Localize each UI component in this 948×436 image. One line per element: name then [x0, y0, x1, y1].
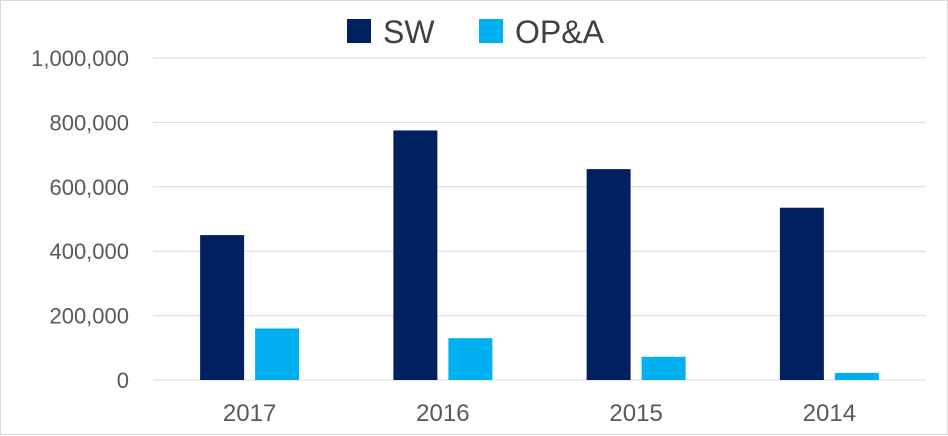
x-tick-label: 2014: [803, 400, 856, 427]
bar-sw-2014: [779, 207, 824, 380]
bar-opa-2015: [641, 356, 686, 380]
y-tick-label: 1,000,000: [31, 46, 129, 71]
bar-sw-2016: [393, 130, 438, 380]
y-tick-label: 400,000: [49, 239, 129, 264]
bars: [200, 130, 879, 380]
legend: SW OP&A: [347, 14, 605, 50]
y-tick-label: 600,000: [49, 175, 129, 200]
x-axis-ticks: 2017 2016 2015 2014: [223, 400, 856, 427]
legend-label: OP&A: [515, 14, 605, 50]
bar-opa-2016: [448, 338, 493, 380]
y-tick-label: 800,000: [49, 110, 129, 135]
bar-opa-2017: [255, 328, 300, 380]
legend-label: SW: [383, 14, 435, 50]
bar-opa-2014: [834, 372, 879, 380]
x-tick-label: 2017: [223, 400, 276, 427]
legend-swatch: [347, 19, 371, 43]
y-tick-label: 200,000: [49, 304, 129, 329]
x-tick-label: 2015: [609, 400, 662, 427]
y-tick-label: 0: [117, 368, 129, 393]
y-axis-ticks: 0 200,000 400,000 600,000 800,000 1,000,000: [31, 46, 129, 393]
bar-sw-2015: [586, 169, 631, 380]
legend-swatch: [479, 19, 503, 43]
x-tick-label: 2016: [416, 400, 469, 427]
bar-sw-2017: [200, 235, 245, 380]
